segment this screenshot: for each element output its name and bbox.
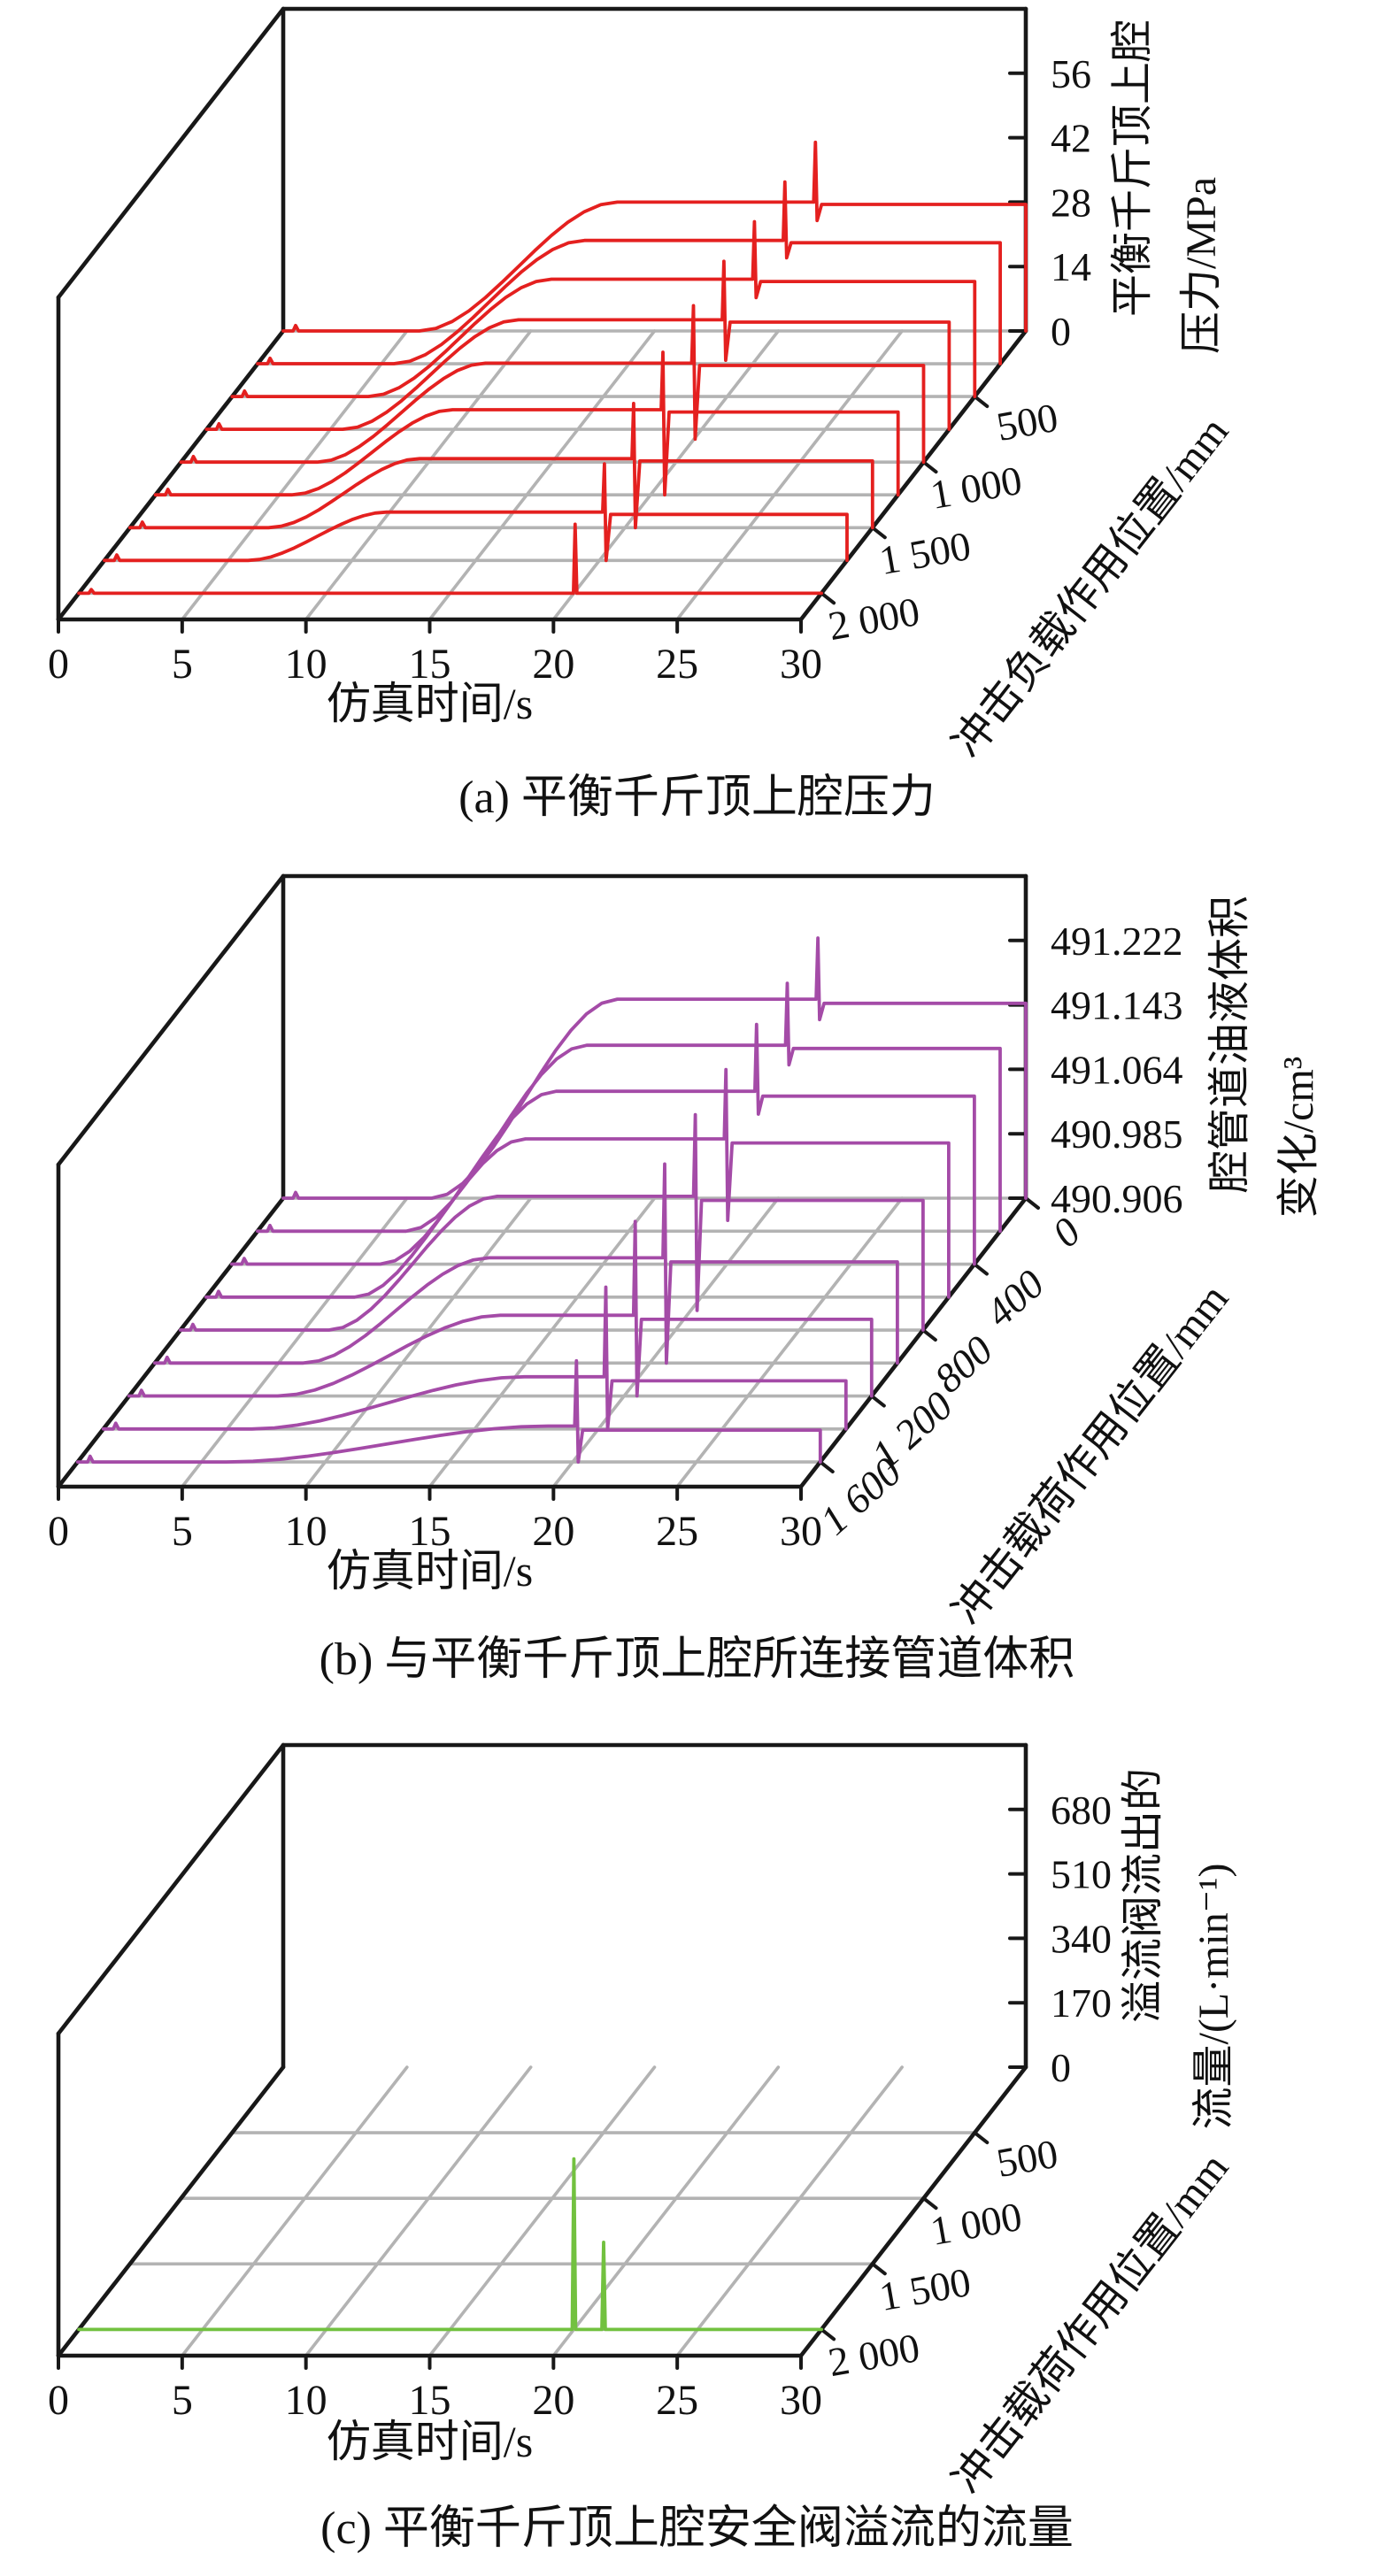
caption-plot-c: (c) 平衡千斤顶上腔安全阀溢流的流量 [320,2503,1074,2554]
svg-text:5: 5 [172,2377,193,2424]
svg-text:510: 510 [1051,1852,1112,1897]
svg-text:680: 680 [1051,1788,1112,1833]
svg-text:30: 30 [780,2377,822,2424]
svg-text:冲击载荷作用位置/mm: 冲击载荷作用位置/mm [943,2144,1237,2497]
svg-text:5: 5 [172,641,193,688]
svg-text:0: 0 [1051,2045,1071,2090]
svg-text:491.143: 491.143 [1051,983,1183,1028]
svg-text:42: 42 [1051,116,1091,161]
svg-text:流量/(L·min⁻¹): 流量/(L·min⁻¹) [1190,1863,1237,2129]
svg-text:25: 25 [656,1508,698,1555]
svg-text:15: 15 [409,2377,451,2424]
svg-text:10: 10 [285,2377,327,2424]
svg-text:170: 170 [1051,1980,1112,2026]
svg-text:490.985: 490.985 [1051,1111,1183,1157]
svg-text:1 000: 1 000 [927,2194,1025,2254]
svg-text:500: 500 [993,395,1061,450]
svg-text:56: 56 [1051,51,1091,96]
svg-text:30: 30 [780,641,822,688]
svg-text:0: 0 [48,2377,69,2424]
figure-panel-a: 0 5 10 15 20 25 30 仿真时间/s 500 1 000 1 500 2 000 冲击负载… [0,0,1394,825]
svg-text:0: 0 [48,1508,69,1555]
svg-text:500: 500 [993,2131,1061,2186]
svg-text:仿真时间/s: 仿真时间/s [327,679,533,728]
svg-text:1 500: 1 500 [876,2259,974,2319]
svg-text:20: 20 [532,2377,574,2424]
svg-text:15: 15 [409,641,451,688]
svg-text:491.222: 491.222 [1051,919,1183,964]
svg-text:平衡千斤顶上腔: 平衡千斤顶上腔 [1109,19,1156,317]
svg-text:腔管道油液体积: 腔管道油液体积 [1206,896,1253,1193]
caption-plot-b: (b) 与平衡千斤顶上腔所连接管道体积 [319,1634,1075,1685]
svg-text:10: 10 [285,1508,327,1555]
svg-text:2 000: 2 000 [825,2325,923,2385]
svg-text:28: 28 [1051,180,1091,225]
svg-text:340: 340 [1051,1916,1112,1961]
svg-text:仿真时间/s: 仿真时间/s [327,2417,533,2466]
svg-text:15: 15 [409,1508,451,1555]
svg-text:0: 0 [48,641,69,688]
svg-text:20: 20 [532,641,574,688]
svg-text:20: 20 [532,1508,574,1555]
svg-text:30: 30 [780,1508,822,1555]
svg-text:2 000: 2 000 [825,588,923,649]
svg-text:491.064: 491.064 [1051,1047,1183,1092]
svg-text:0: 0 [1051,309,1071,354]
svg-text:变化/cm³: 变化/cm³ [1275,1057,1322,1218]
svg-text:仿真时间/s: 仿真时间/s [327,1546,533,1596]
svg-text:冲击载荷作用位置/mm: 冲击载荷作用位置/mm [943,1275,1237,1630]
svg-text:25: 25 [656,641,698,688]
svg-text:溢流阀流出的: 溢流阀流出的 [1120,1768,1167,2023]
figure-panel-b: 0 5 10 15 20 25 30 仿真时间/s 0 400 800 1 200 1 600 冲击载荷作… [0,841,1394,1687]
svg-text:5: 5 [172,1508,193,1555]
svg-text:400: 400 [977,1261,1052,1335]
svg-text:1 000: 1 000 [927,458,1025,518]
figure-panel-c: 0 5 10 15 20 25 30 仿真时间/s 500 1 000 1 500 2 000 冲击载荷… [0,1704,1394,2556]
svg-text:压力/MPa: 压力/MPa [1178,177,1225,354]
svg-text:490.906: 490.906 [1051,1176,1183,1221]
svg-text:25: 25 [656,2377,698,2424]
svg-text:10: 10 [285,641,327,688]
caption-plot-a: (a) 平衡千斤顶上腔压力 [458,773,936,823]
svg-text:1 500: 1 500 [876,523,974,583]
svg-text:14: 14 [1051,244,1091,289]
